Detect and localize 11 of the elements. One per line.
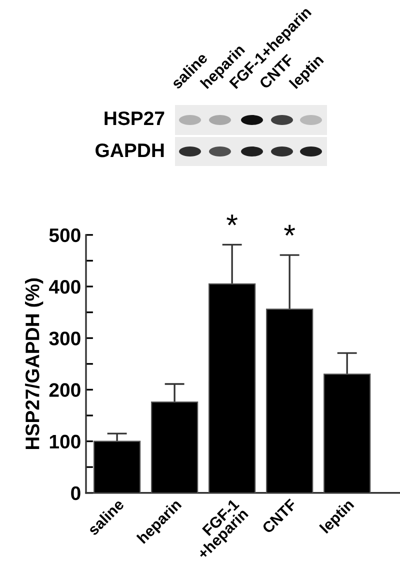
text: GAPDH (96, 143, 164, 158)
annotation: * (284, 224, 296, 236)
text: HSP27 (104, 111, 164, 126)
annotation: * (226, 214, 238, 226)
y-axis-title: HSP27/GAPDH (%) (25, 278, 44, 450)
y-tick-label: 300 (49, 332, 80, 346)
y-tick-label: 500 (49, 228, 80, 242)
y-tick-label: 200 (49, 383, 80, 397)
y-tick-label: 100 (50, 434, 80, 449)
y-tick-label: 400 (48, 280, 80, 294)
y-tick-label: 0 (71, 486, 80, 500)
